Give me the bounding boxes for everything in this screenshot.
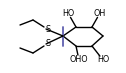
Text: OH: OH	[94, 8, 106, 18]
Text: HO: HO	[97, 55, 109, 65]
Text: OHO: OHO	[70, 55, 88, 65]
Text: S: S	[45, 38, 51, 48]
Text: HO: HO	[62, 8, 74, 18]
Text: S: S	[45, 25, 51, 35]
